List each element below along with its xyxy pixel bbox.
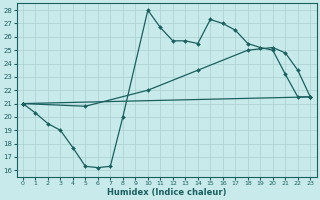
X-axis label: Humidex (Indice chaleur): Humidex (Indice chaleur) [107,188,226,197]
